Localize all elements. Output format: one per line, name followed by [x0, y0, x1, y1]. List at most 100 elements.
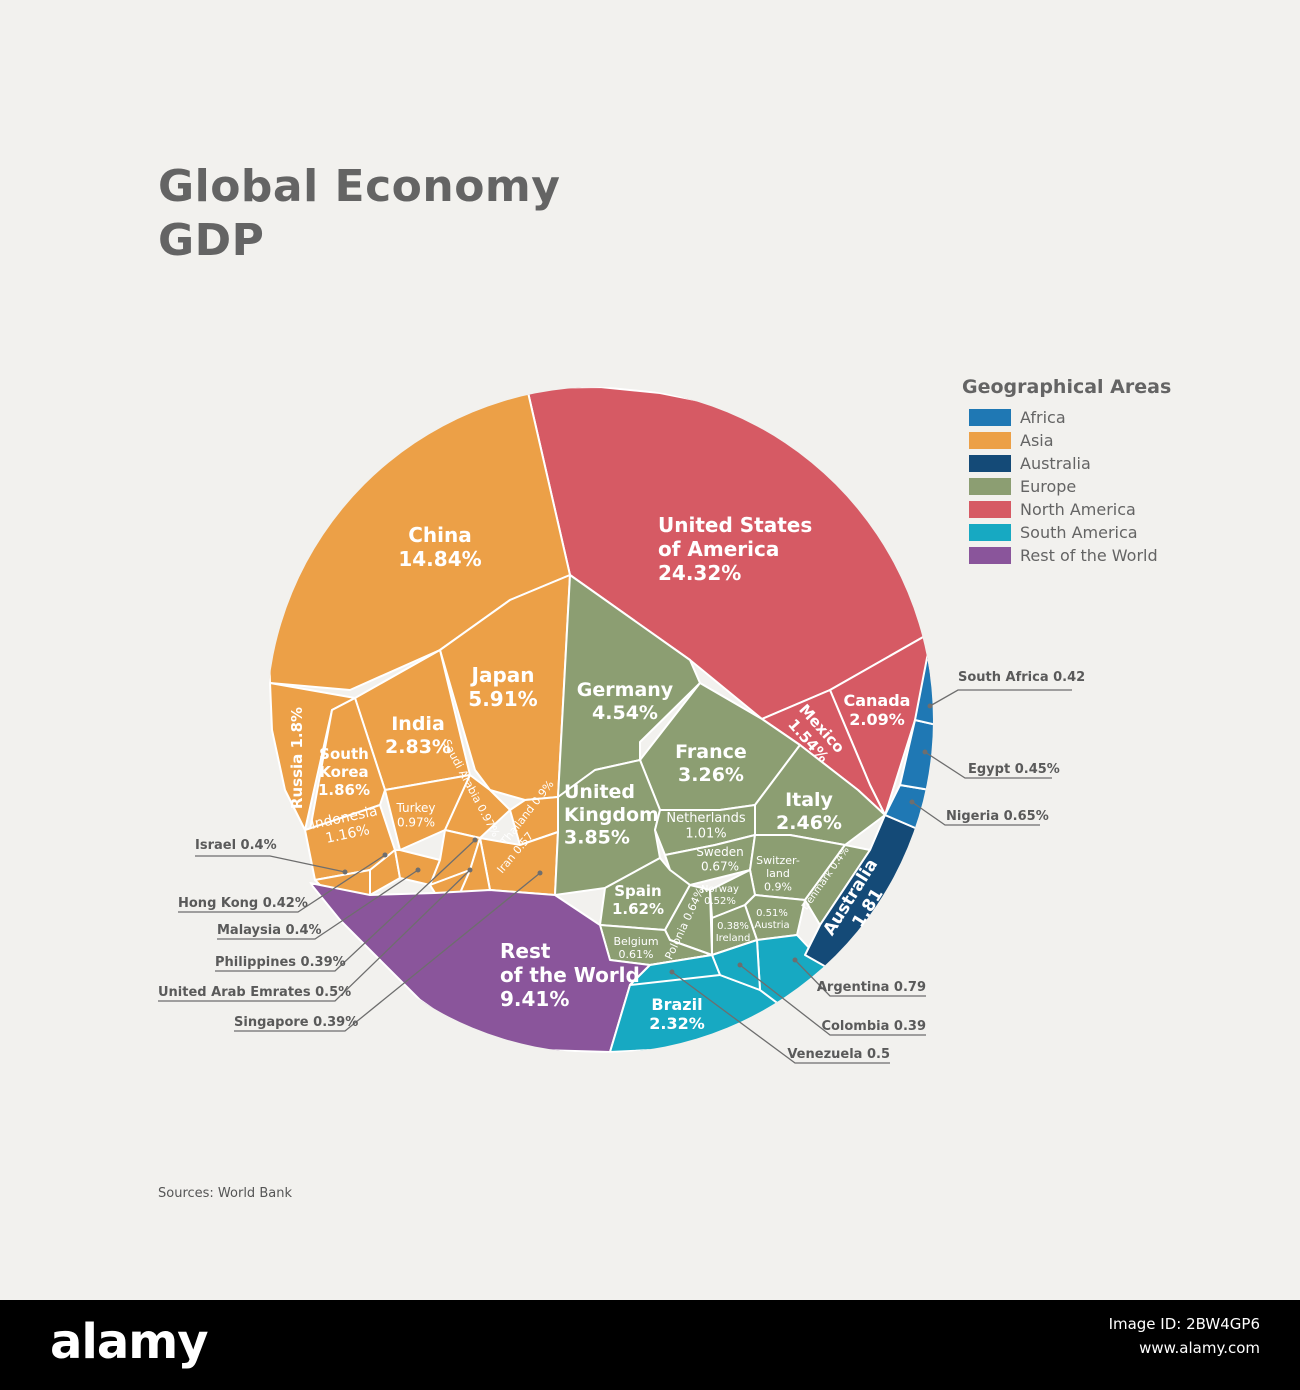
- legend-items: Africa Asia Australia Europe North America So…: [962, 406, 1171, 567]
- gdp-voronoi-chart: South Africa 0.42 Egypt 0.45% Nigeria 0.65…: [158, 387, 1085, 1064]
- leader-dot-egypt: [922, 749, 928, 755]
- legend-swatch: [969, 501, 1011, 518]
- chart-title: Global Economy GDP: [158, 160, 560, 268]
- value-united-states-of-america: 24.32%: [658, 561, 741, 585]
- callout-colombia: Colombia 0.39: [821, 1019, 926, 1034]
- value-japan: 5.91%: [468, 687, 537, 711]
- callout-south-africa: South Africa 0.42: [958, 670, 1085, 685]
- value-rest-of-the-world: 9.41%: [500, 987, 569, 1011]
- name-norway-0: Norway: [701, 884, 739, 895]
- source-note: Sources: World Bank: [158, 1186, 292, 1201]
- leader-singapore: [234, 872, 541, 1032]
- value-norway: 0.52%: [704, 896, 736, 907]
- value-brazil: 2.32%: [649, 1014, 705, 1033]
- leader-israel: [195, 855, 346, 873]
- value-canada: 2.09%: [849, 710, 905, 729]
- name-china-0: China: [408, 523, 472, 547]
- name-netherlands-0: Netherlands: [666, 811, 745, 826]
- legend-item: South America: [962, 521, 1171, 544]
- name-germany-0: Germany: [577, 679, 674, 701]
- value-south-korea: 1.86%: [318, 781, 370, 799]
- leader-dot-colombia: [737, 962, 743, 968]
- callout-egypt: Egypt 0.45%: [968, 762, 1060, 777]
- callout-philippines: Philippines 0.39%: [215, 955, 346, 970]
- legend-item: North America: [962, 498, 1171, 521]
- legend-swatch: [969, 409, 1011, 426]
- callout-singapore: Singapore 0.39%: [234, 1015, 358, 1030]
- leader-colombia: [739, 964, 926, 1036]
- name-japan-0: Japan: [470, 663, 535, 687]
- legend-swatch: [969, 478, 1011, 495]
- value-netherlands: 1.01%: [685, 827, 726, 842]
- legend-label: North America: [1020, 500, 1136, 519]
- name-switzerland-1: land: [766, 867, 790, 880]
- cell-south-korea: [309, 697, 386, 831]
- name-united-states-of-america-0: United States: [658, 513, 812, 537]
- name-turkey-0: Turkey: [395, 801, 435, 815]
- leader-dot-argentina: [792, 957, 798, 963]
- cell-united-kingdom: [554, 759, 661, 896]
- value-turkey: 0.97%: [397, 815, 435, 829]
- value-switzerland: 0.9%: [764, 880, 792, 893]
- name-united-kingdom-0: United: [564, 781, 635, 803]
- cell-egypt: [899, 719, 933, 791]
- name-spain-0: Spain: [614, 882, 661, 900]
- name-austria: Austria: [754, 920, 789, 931]
- name-belgium-0: Belgium: [613, 935, 658, 948]
- legend-swatch: [969, 524, 1011, 541]
- value-france: 3.26%: [678, 764, 744, 786]
- value-china: 14.84%: [398, 547, 481, 571]
- legend-swatch: [969, 432, 1011, 449]
- label-ireland: 0.38%Ireland: [716, 921, 751, 944]
- legend-label: Africa: [1020, 408, 1066, 427]
- name-france-0: France: [675, 741, 747, 763]
- leader-dot-hong-kong: [382, 852, 388, 858]
- value-india: 2.83%: [385, 736, 451, 758]
- name-brazil-0: Brazil: [651, 995, 702, 1014]
- footer-site: www.alamy.com: [1139, 1339, 1260, 1357]
- label-text-russia: Russia 1.8%: [288, 707, 306, 809]
- footer-id: Image ID: 2BW4GP6 www.alamy.com: [1109, 1312, 1260, 1360]
- callout-venezuela: Venezuela 0.5: [787, 1047, 890, 1062]
- name-switzerland-0: Switzer-: [756, 854, 800, 867]
- legend-title: Geographical Areas: [962, 376, 1172, 398]
- name-south-korea-0: South: [319, 745, 369, 763]
- legend-label: Australia: [1020, 454, 1091, 473]
- title-line-2: GDP: [158, 215, 265, 266]
- leader-venezuela: [671, 971, 890, 1064]
- legend-item: Rest of the World: [962, 544, 1171, 567]
- cell-venezuela: [629, 954, 721, 986]
- callout-malaysia: Malaysia 0.4%: [217, 923, 322, 938]
- leader-dot-israel: [342, 869, 348, 875]
- callout-israel: Israel 0.4%: [195, 838, 277, 853]
- value-ireland: 0.38%: [717, 921, 749, 932]
- name-india-0: India: [391, 713, 445, 735]
- name-sweden-0: Sweden: [696, 845, 743, 859]
- legend-label: Europe: [1020, 477, 1077, 496]
- leader-dot-south-africa: [927, 703, 933, 709]
- name-united-kingdom-1: Kingdom: [564, 804, 659, 826]
- name-rest-of-the-world-1: of the World: [500, 963, 640, 987]
- callout-united-arab-emrates: United Arab Emrates 0.5%: [158, 985, 351, 1000]
- name-south-korea-1: Korea: [319, 763, 368, 781]
- leader-south-africa: [929, 689, 1072, 707]
- callout-argentina: Argentina 0.79: [817, 980, 926, 995]
- value-belgium: 0.61%: [619, 948, 654, 961]
- legend: Geographical Areas Africa Asia Australia Eu…: [962, 376, 1171, 567]
- leader-malaysia: [217, 869, 419, 940]
- leader-philippines: [215, 839, 476, 972]
- callout-nigeria: Nigeria 0.65%: [946, 809, 1049, 824]
